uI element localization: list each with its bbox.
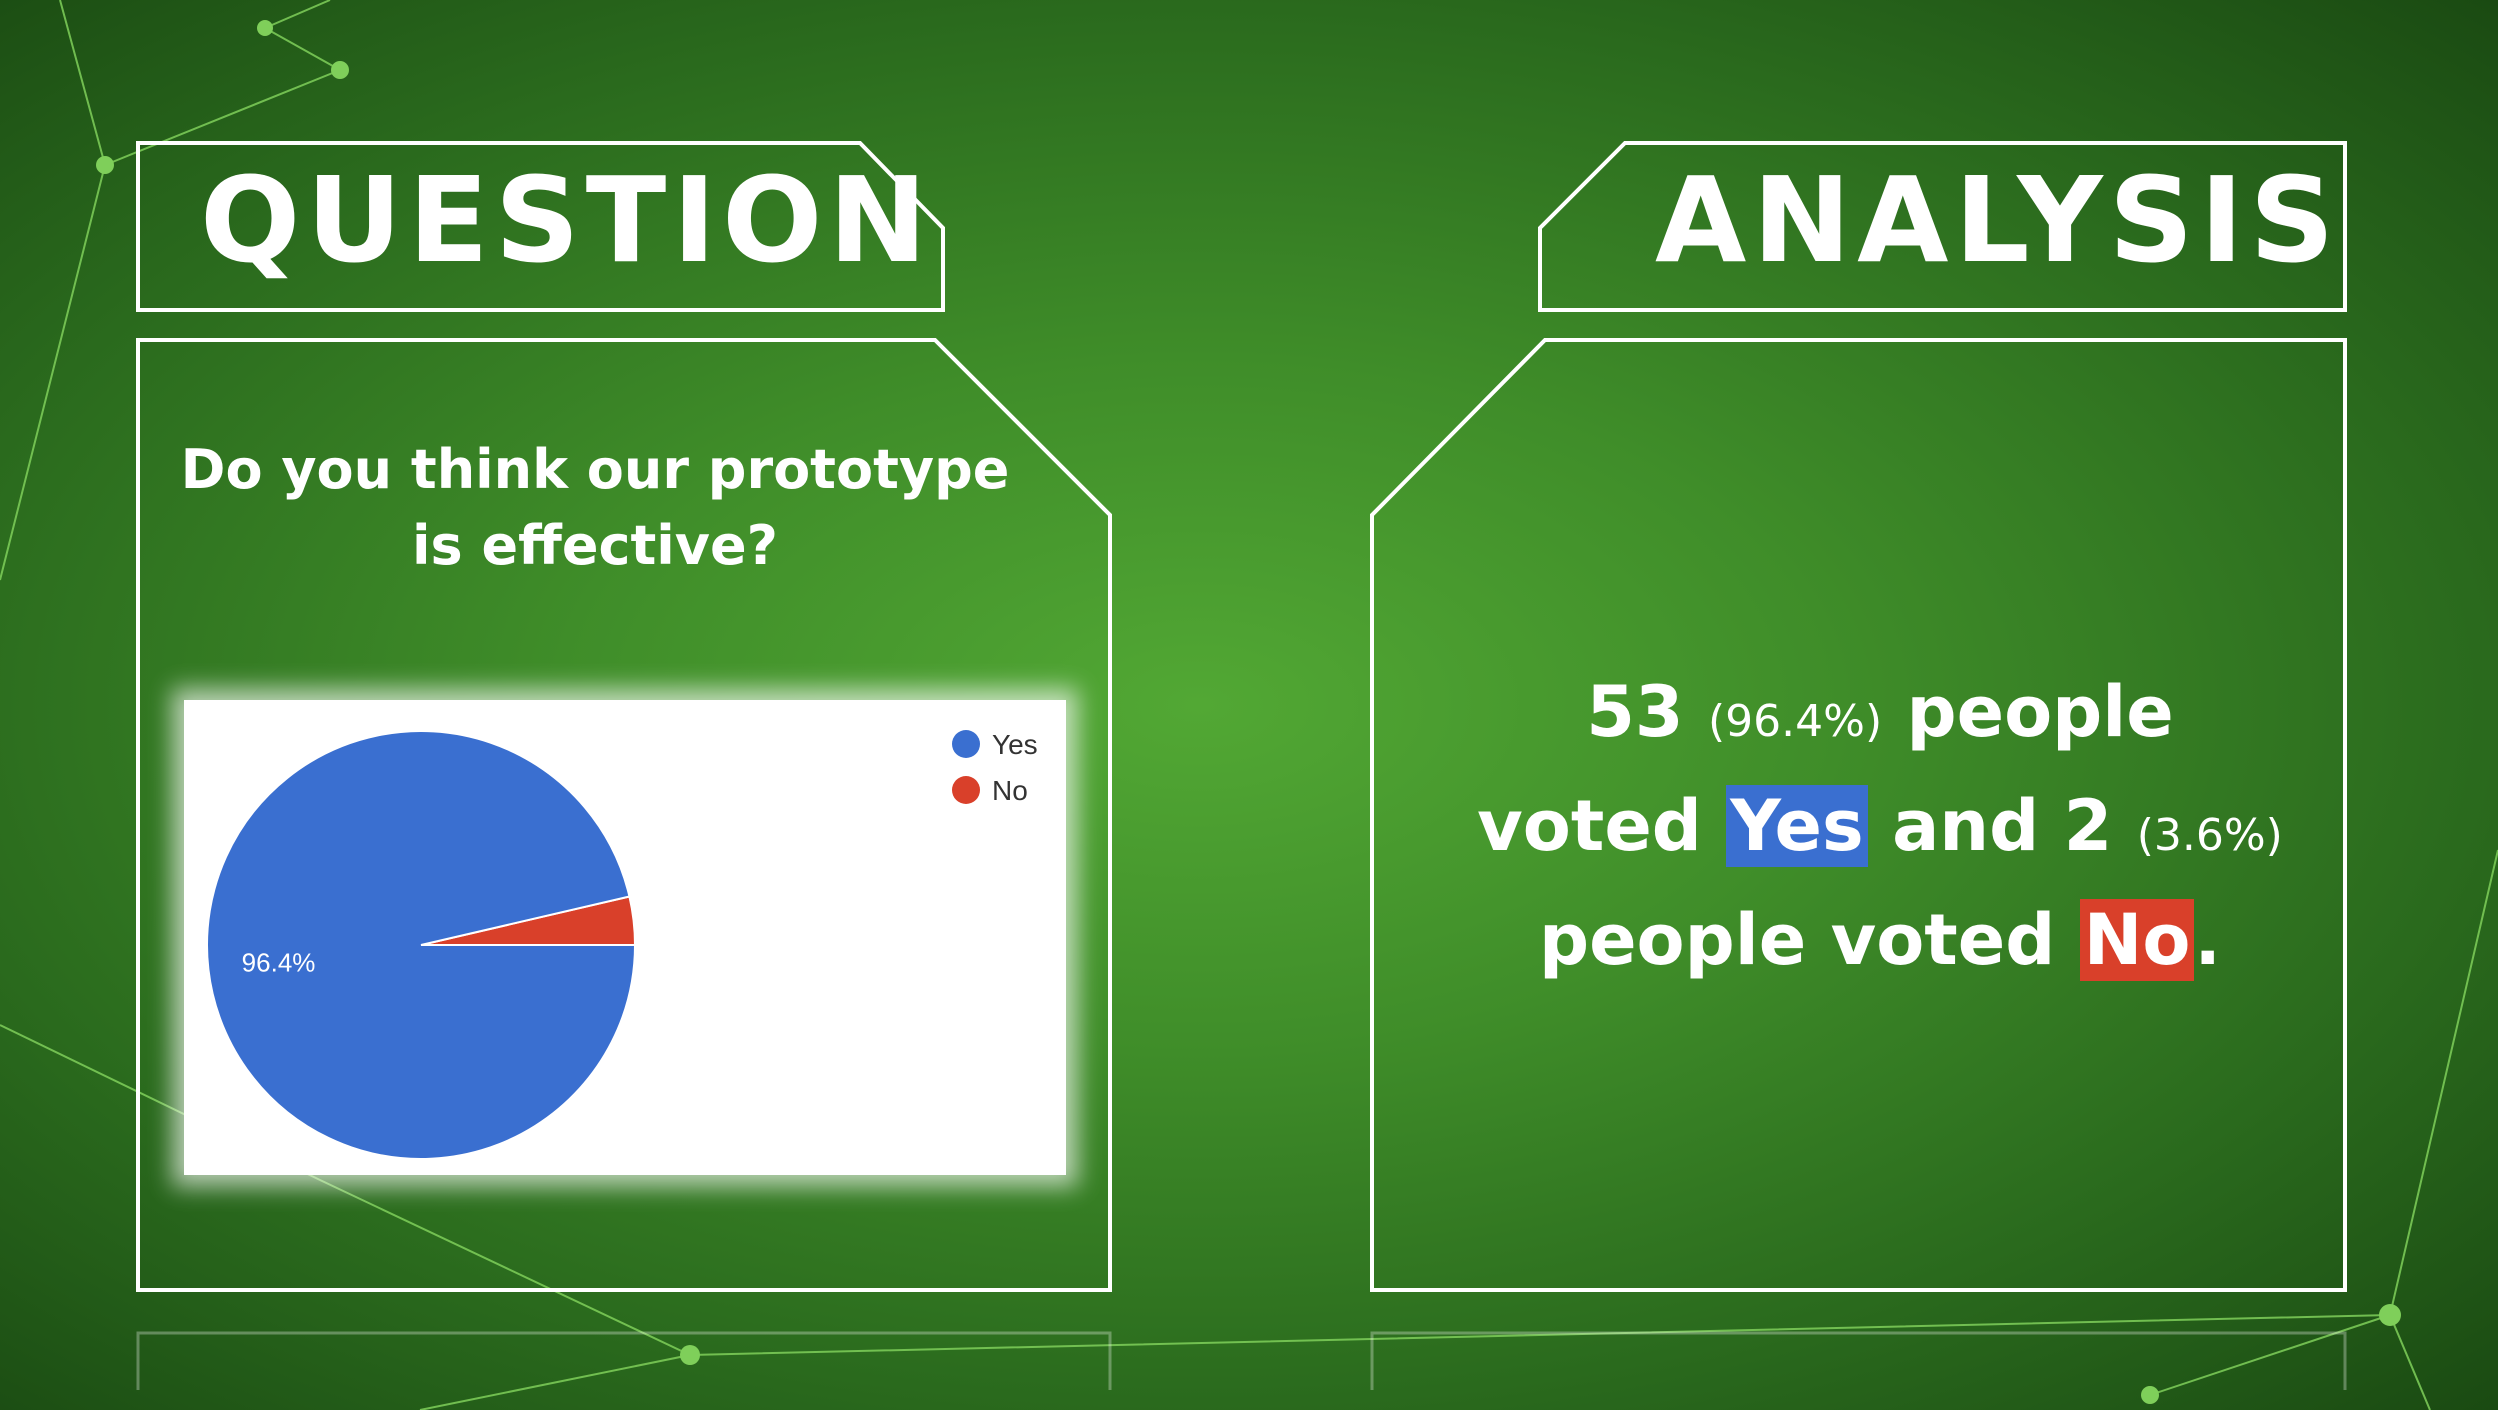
legend-label-yes: Yes xyxy=(992,729,1038,760)
analysis-frame-reflection xyxy=(1370,1331,2347,1390)
analysis-panel-frame xyxy=(1370,338,2347,1292)
analysis-heading: ANALYSIS xyxy=(1655,151,2341,289)
analysis-line-1: 53 (96.4%) people xyxy=(1430,660,2330,774)
legend-label-no: No xyxy=(992,775,1028,806)
period: . xyxy=(2194,899,2222,981)
no-count: 2 xyxy=(2063,785,2113,867)
question-heading: QUESTION xyxy=(200,151,934,289)
no-highlight: No xyxy=(2079,899,2195,981)
question-panel-frame xyxy=(136,338,1112,1292)
analysis-summary: 53 (96.4%) people voted Yes and 2 (3.6%)… xyxy=(1430,660,2330,993)
pie-chart-panel: 96.4% Yes No xyxy=(184,700,1066,1175)
and-text: and xyxy=(1892,785,2040,867)
people-text-1: people xyxy=(1906,671,2174,753)
people-voted-text-2: people voted xyxy=(1538,899,2056,981)
legend-swatch-no xyxy=(952,776,980,804)
pie-label-yes: 96.4% xyxy=(242,947,316,977)
yes-highlight: Yes xyxy=(1726,785,1868,867)
analysis-line-3: people voted No. xyxy=(1430,888,2330,993)
analysis-heading-frame xyxy=(1538,141,2347,312)
legend-swatch-yes xyxy=(952,730,980,758)
pie-chart: 96.4% Yes No xyxy=(206,729,1038,1160)
analysis-line-2: voted Yes and 2 (3.6%) xyxy=(1430,774,2330,888)
question-frame-reflection xyxy=(136,1331,1112,1390)
voted-text-1: voted xyxy=(1477,785,1702,867)
yes-percent: (96.4%) xyxy=(1708,696,1883,747)
pie-slice-yes xyxy=(206,730,637,1160)
yes-count: 53 xyxy=(1586,671,1684,753)
question-heading-frame xyxy=(136,141,945,312)
no-percent: (3.6%) xyxy=(2136,810,2283,861)
question-text: Do you think our prototype is effective? xyxy=(180,438,1010,577)
